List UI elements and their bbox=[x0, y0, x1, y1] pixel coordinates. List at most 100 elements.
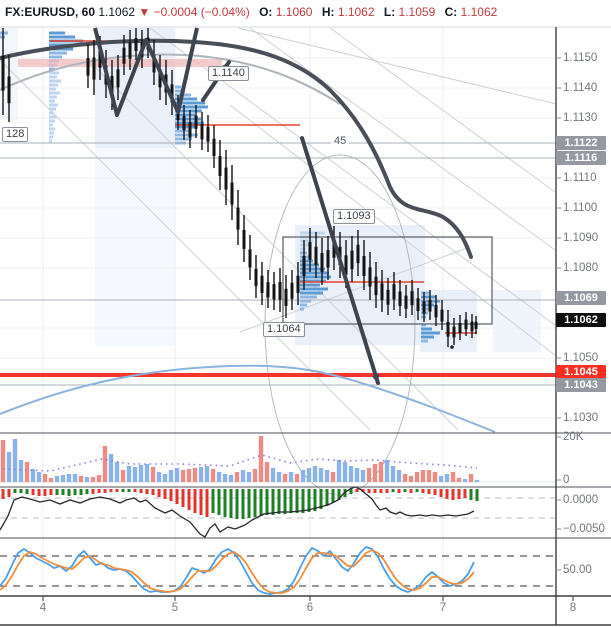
price-change: −0.0004 (−0.04%) bbox=[153, 5, 250, 19]
candle-body bbox=[194, 115, 198, 129]
macd-hist-bar bbox=[439, 489, 443, 497]
chart-price-label[interactable]: 1.1064 bbox=[263, 322, 305, 337]
macd-hist-bar bbox=[463, 489, 467, 498]
symbol-title[interactable]: FX:EURUSD, 60 bbox=[5, 5, 96, 19]
volume-profile-bar bbox=[49, 107, 56, 111]
volume-profile-bar bbox=[49, 139, 52, 143]
candle-body bbox=[122, 47, 126, 64]
candle-body bbox=[308, 242, 312, 260]
volume-bar bbox=[396, 470, 402, 482]
volume-bar bbox=[198, 467, 204, 482]
volume-profile-bar bbox=[49, 87, 56, 91]
candle-body bbox=[182, 116, 186, 131]
chart-price-label[interactable]: 1.1140 bbox=[208, 66, 249, 81]
candle-body bbox=[116, 69, 120, 88]
volume-profile-bar bbox=[49, 51, 67, 55]
price-badge: 1.1116 bbox=[556, 151, 606, 165]
volume-bar bbox=[102, 446, 108, 482]
volume-profile-bar bbox=[49, 127, 55, 131]
volume-bar bbox=[426, 470, 432, 482]
chart-price-label[interactable]: 45 bbox=[331, 135, 350, 148]
macd-hist-bar bbox=[385, 489, 389, 493]
candle-body bbox=[272, 284, 276, 300]
price-axis-label: 1.1080 bbox=[563, 262, 599, 274]
volume-profile-bar bbox=[49, 67, 55, 71]
chart-price-label[interactable]: 128 bbox=[2, 127, 29, 142]
volume-bar bbox=[354, 468, 360, 482]
price-badge: 1.1043 bbox=[556, 378, 606, 392]
macd-hist-bar bbox=[421, 489, 425, 493]
volume-profile-bar bbox=[49, 111, 54, 115]
open-label: O: bbox=[259, 5, 273, 19]
volume-bar bbox=[54, 476, 60, 482]
volume-bar bbox=[90, 477, 96, 482]
candle-body bbox=[248, 249, 252, 268]
candle-body bbox=[290, 282, 294, 299]
macd-hist-bar bbox=[247, 489, 251, 518]
low-label: L: bbox=[383, 5, 396, 19]
candle-body bbox=[224, 167, 228, 190]
volume-profile-bar bbox=[421, 303, 434, 307]
macd-hist-bar bbox=[253, 489, 257, 517]
macd-hist-bar bbox=[361, 489, 365, 492]
volume-bar bbox=[180, 470, 186, 482]
volume-profile-bar bbox=[49, 79, 61, 83]
volume-profile-bar bbox=[300, 279, 326, 283]
candle-body bbox=[404, 295, 408, 309]
volume-bar bbox=[12, 439, 18, 482]
trend-diagonal bbox=[249, 27, 556, 251]
macd-hist-bar bbox=[79, 489, 83, 495]
trend-diagonal bbox=[229, 104, 557, 357]
volume-profile-bar bbox=[300, 299, 311, 303]
volume-bar bbox=[246, 472, 252, 482]
macd-hist-bar bbox=[139, 489, 143, 493]
volume-bar bbox=[0, 440, 6, 482]
macd-hist-bar bbox=[319, 489, 323, 509]
price-axis-label: 20K bbox=[563, 431, 584, 443]
volume-bar bbox=[378, 462, 384, 482]
volume-bar bbox=[222, 474, 228, 482]
macd-hist-bar bbox=[277, 489, 281, 514]
volume-profile-bar bbox=[49, 119, 55, 123]
volume-bar bbox=[120, 470, 126, 482]
macd-hist-bar bbox=[229, 489, 233, 518]
volume-bar bbox=[186, 469, 192, 482]
candle-body bbox=[416, 298, 420, 312]
macd-hist-bar bbox=[367, 489, 371, 493]
volume-bar bbox=[168, 470, 174, 482]
down-arrow-annotation-head bbox=[371, 374, 380, 383]
volume-profile-bar bbox=[49, 31, 65, 35]
macd-hist-bar bbox=[265, 489, 269, 515]
volume-bar bbox=[324, 470, 330, 482]
trend-diagonal bbox=[87, 59, 459, 431]
volume-profile-bar bbox=[175, 109, 202, 113]
macd-hist-bar bbox=[373, 489, 377, 493]
chart-legend[interactable]: FX:EURUSD, 60 1.1062 ▼ −0.0004 (−0.04%) … bbox=[5, 5, 497, 19]
volume-profile-bar bbox=[300, 247, 306, 251]
volume-bar bbox=[108, 454, 114, 482]
volume-bar bbox=[144, 464, 150, 482]
volume-profile-bar bbox=[300, 287, 328, 291]
price-axis-label: 0 bbox=[563, 474, 570, 486]
volume-bar bbox=[60, 475, 66, 482]
macd-hist-bar bbox=[37, 489, 41, 496]
macd-hist-bar bbox=[469, 489, 473, 500]
volume-profile-bar bbox=[49, 75, 57, 79]
macd-hist-bar bbox=[97, 489, 101, 493]
macd-hist-bar bbox=[91, 489, 95, 494]
candle-body bbox=[392, 284, 396, 300]
time-axis-label: 5 bbox=[171, 602, 179, 614]
volume-profile-bar bbox=[300, 271, 329, 275]
volume-bar bbox=[204, 466, 210, 482]
volume-profile-bar bbox=[175, 89, 185, 93]
macd-hist-bar bbox=[175, 489, 179, 504]
chart-price-label[interactable]: 1.1093 bbox=[333, 209, 375, 224]
candle-body bbox=[260, 275, 264, 293]
macd-hist-bar bbox=[187, 489, 191, 510]
volume-bar bbox=[294, 474, 300, 482]
macd-hist-bar bbox=[379, 489, 383, 493]
macd-hist-bar bbox=[13, 489, 17, 493]
volume-bar bbox=[192, 468, 198, 482]
macd-hist-bar bbox=[67, 489, 71, 496]
